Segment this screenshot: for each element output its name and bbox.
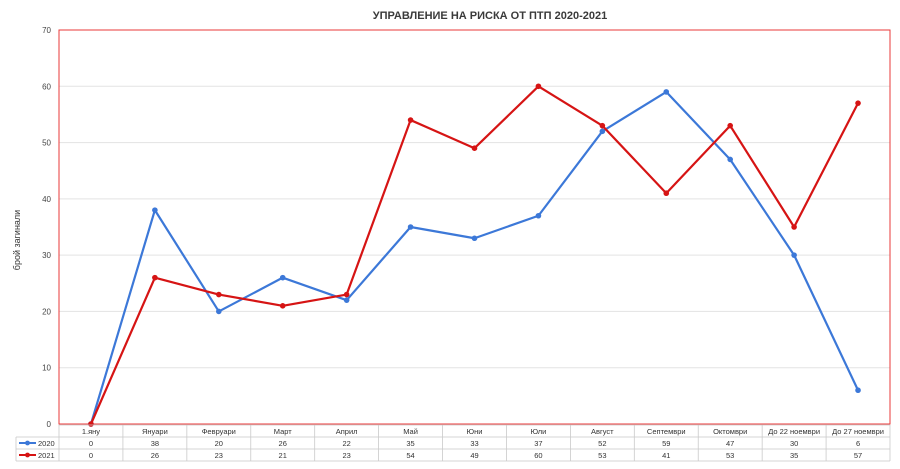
data-label: 30	[790, 439, 798, 448]
data-point	[599, 128, 606, 135]
y-tick-label: 70	[42, 26, 51, 35]
data-point	[727, 122, 733, 129]
data-point	[407, 117, 414, 123]
data-label: 22	[342, 439, 350, 448]
x-tick-label: Септември	[647, 427, 686, 436]
data-point	[535, 212, 542, 219]
data-point	[663, 89, 670, 95]
data-label: 47	[726, 439, 734, 448]
x-tick-label: Август	[591, 427, 614, 436]
legend-marker-2021	[25, 452, 30, 458]
data-label: 52	[598, 439, 606, 448]
x-tick-label: Юни	[467, 427, 483, 436]
data-label: 0	[89, 439, 93, 448]
data-label: 23	[215, 451, 223, 460]
data-label: 21	[279, 451, 287, 460]
data-point	[663, 190, 670, 197]
data-label: 35	[790, 451, 798, 460]
data-point	[152, 207, 158, 213]
data-point	[279, 274, 286, 281]
plot-area-border	[58, 29, 891, 425]
x-tick-label: Април	[336, 427, 358, 436]
x-tick-label: Май	[403, 427, 418, 436]
data-point	[535, 83, 542, 90]
y-tick-label: 10	[42, 364, 51, 373]
data-label: 53	[726, 451, 734, 460]
data-point	[727, 156, 733, 163]
data-point	[791, 252, 797, 258]
x-tick-label: 1.яну	[82, 427, 100, 436]
data-point	[343, 297, 350, 303]
data-label: 26	[279, 439, 287, 448]
series-2021	[88, 83, 861, 427]
x-tick-label: Юли	[531, 427, 547, 436]
y-tick-label: 40	[42, 195, 51, 204]
legend-marker-2020	[25, 440, 30, 446]
data-label: 23	[342, 451, 350, 460]
data-label: 41	[662, 451, 670, 460]
chart-title: УПРАВЛЕНИЕ НА РИСКА ОТ ПТП 2020-2021	[373, 10, 607, 22]
data-label: 57	[854, 451, 862, 460]
y-tick-label: 30	[42, 251, 51, 260]
data-label: 49	[470, 451, 478, 460]
y-tick-label: 60	[42, 82, 51, 91]
y-axis-ticks: 0 10 20 30 40 50 60 70	[42, 26, 51, 429]
data-point	[343, 291, 350, 298]
legend-label-2021: 2021	[38, 451, 55, 460]
data-label: 6	[856, 439, 860, 448]
x-tick-label: Февруари	[202, 427, 236, 436]
y-tick-label: 50	[42, 139, 51, 148]
x-tick-label: Януари	[142, 427, 168, 436]
data-point	[216, 291, 222, 298]
x-tick-label: До 22 ноември	[768, 427, 820, 436]
data-point	[855, 100, 861, 106]
data-point	[855, 387, 861, 394]
y-tick-label: 0	[47, 420, 52, 429]
data-point	[279, 303, 286, 309]
series-2020	[88, 89, 861, 427]
data-label: 26	[151, 451, 159, 460]
data-point	[152, 274, 158, 281]
data-label: 53	[598, 451, 606, 460]
series-line	[89, 90, 860, 425]
data-point	[216, 308, 222, 315]
data-point	[88, 421, 94, 427]
data-label: 0	[89, 451, 93, 460]
data-label: 38	[151, 439, 159, 448]
data-point	[471, 145, 478, 151]
data-label: 54	[406, 451, 414, 460]
data-label: 37	[534, 439, 542, 448]
data-label: 20	[215, 439, 223, 448]
gridlines	[59, 85, 890, 369]
x-tick-label: Октомври	[713, 427, 747, 436]
data-point	[599, 122, 606, 129]
data-label: 59	[662, 439, 670, 448]
y-tick-label: 20	[42, 307, 51, 316]
data-label: 35	[406, 439, 414, 448]
data-point	[791, 224, 797, 230]
data-table: 1.яну Януари Февруари Март Април Май Юни Юли Авг…	[15, 424, 891, 462]
data-point	[407, 224, 414, 230]
legend-label-2020: 2020	[38, 439, 55, 448]
data-point	[471, 235, 478, 242]
x-tick-label: До 27 ноември	[832, 427, 884, 436]
series-lines	[88, 83, 861, 427]
data-label: 33	[470, 439, 478, 448]
data-label: 60	[534, 451, 542, 460]
y-axis-label: брой загинали	[12, 210, 22, 270]
x-tick-label: Март	[274, 427, 293, 436]
